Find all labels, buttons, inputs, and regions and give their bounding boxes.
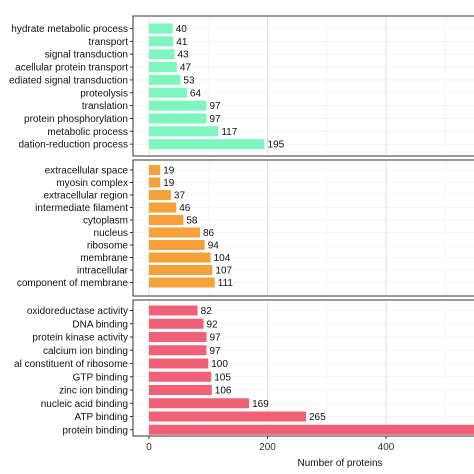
category-label: protein kinase activity: [32, 333, 128, 344]
bar: [149, 202, 177, 213]
bar: [149, 87, 187, 98]
x-tick-label: 200: [259, 442, 276, 453]
data-label: 58: [186, 216, 198, 227]
category-label: intermediate filament: [35, 203, 128, 214]
data-label: 107: [215, 266, 232, 277]
bar: [149, 411, 307, 422]
category-label: al constituent of ribosome: [14, 359, 128, 370]
data-label: 97: [209, 101, 221, 112]
category-label: cytoplasm: [83, 216, 128, 227]
category-label: membrane: [80, 253, 128, 264]
data-label: 265: [309, 412, 326, 423]
data-label: 43: [177, 50, 189, 61]
category-label: calcium ion binding: [43, 346, 128, 357]
bar: [149, 74, 181, 85]
bar: [149, 165, 161, 175]
data-label: 195: [268, 140, 285, 151]
category-label: zinc ion binding: [59, 386, 128, 397]
bar: [149, 318, 204, 329]
x-tick-label: 0: [146, 442, 152, 453]
data-label: 169: [252, 399, 269, 410]
data-label: 19: [163, 166, 175, 177]
data-label: 106: [215, 386, 232, 397]
data-label: 41: [176, 37, 188, 48]
bar: [149, 424, 474, 435]
bar: [149, 100, 207, 111]
bar: [149, 332, 207, 342]
category-label: extracellular region: [44, 191, 129, 202]
category-label: ATP binding: [74, 412, 128, 423]
bar: [149, 398, 250, 409]
data-label: 82: [201, 306, 213, 317]
category-label: nucleus: [94, 228, 128, 239]
x-axis-title: Number of proteins: [297, 458, 382, 469]
data-label: 46: [179, 203, 191, 214]
category-label: hydrate metabolic process: [11, 24, 128, 35]
bar: [149, 62, 177, 73]
category-label: protein binding: [62, 425, 128, 436]
bar: [149, 252, 211, 263]
bar: [149, 345, 207, 356]
bar: [149, 49, 175, 60]
category-label: transport: [89, 37, 129, 48]
category-label: metabolic process: [47, 127, 128, 138]
bar: [149, 385, 212, 395]
bar: [149, 371, 212, 382]
data-label: 117: [221, 127, 237, 138]
data-label: 19: [163, 178, 175, 189]
bar: [149, 240, 205, 250]
category-label: DNA binding: [72, 319, 128, 330]
category-label: intracellular: [77, 266, 129, 277]
data-label: 64: [190, 88, 202, 99]
category-label: acellular protein transport: [15, 63, 128, 74]
category-label: ribosome: [87, 241, 129, 252]
data-label: 97: [209, 333, 221, 344]
data-label: 37: [174, 191, 186, 202]
bar: [149, 177, 161, 188]
category-label: protein phosphorylation: [24, 114, 128, 125]
data-label: 97: [209, 114, 221, 125]
bar: [149, 358, 209, 369]
data-label: 53: [183, 75, 195, 86]
category-label: oxidoreductase activity: [27, 306, 128, 317]
data-label: 40: [176, 24, 188, 35]
bar: [149, 126, 219, 137]
category-label: GTP binding: [73, 372, 128, 383]
category-label: ediated signal transduction: [9, 75, 128, 86]
data-label: 100: [211, 359, 228, 370]
category-label: extracellular space: [45, 166, 129, 177]
bar: [149, 215, 184, 225]
category-label: translation: [82, 101, 128, 112]
x-tick-label: 400: [378, 442, 395, 453]
bar: [149, 265, 213, 275]
data-label: 92: [207, 319, 219, 330]
category-label: nucleic acid binding: [41, 399, 128, 410]
data-label: 105: [214, 372, 231, 383]
category-label: myosin complex: [56, 178, 128, 189]
category-label: dation-reduction process: [18, 140, 128, 151]
data-label: 47: [180, 63, 192, 74]
bar: [149, 190, 171, 200]
category-label: component of membrane: [17, 278, 129, 289]
bar: [149, 113, 207, 124]
category-label: proteolysis: [80, 88, 128, 99]
bar: [149, 23, 173, 34]
bar: [149, 36, 174, 47]
bar: [149, 305, 198, 316]
bar: [149, 277, 215, 288]
data-label: 97: [209, 346, 221, 357]
data-label: 111: [218, 278, 234, 289]
bar: [149, 227, 200, 238]
bar: [149, 139, 265, 150]
category-label: signal transduction: [45, 50, 128, 61]
data-label: 94: [208, 241, 220, 252]
data-label: 104: [214, 253, 231, 264]
data-label: 86: [203, 228, 215, 239]
